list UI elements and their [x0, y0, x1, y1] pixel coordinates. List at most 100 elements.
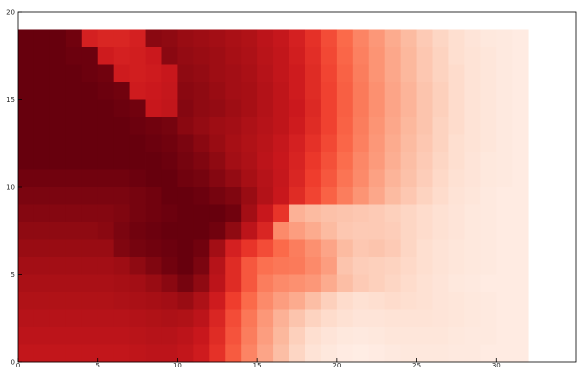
heatmap-cell [49, 274, 67, 293]
heatmap-cell [512, 239, 529, 258]
heatmap-cell [400, 117, 417, 135]
heatmap-cell [304, 29, 322, 48]
heatmap-cell [209, 292, 226, 310]
heatmap-cell [97, 344, 115, 363]
heatmap-cell [289, 292, 306, 310]
heatmap-cell [416, 169, 433, 188]
heatmap-cell [225, 47, 242, 65]
heatmap-cell [480, 344, 497, 363]
heatmap-cell [432, 222, 449, 240]
heatmap-cell [18, 239, 35, 258]
heatmap-cell [81, 292, 99, 310]
heatmap-cell [161, 134, 178, 153]
heatmap-cell [464, 82, 481, 100]
heatmap-cell [113, 257, 130, 275]
heatmap-cell [161, 309, 178, 328]
heatmap-cell [81, 64, 99, 83]
heatmap-cell [177, 309, 194, 328]
heatmap-cell [161, 169, 178, 188]
heatmap-cell [480, 47, 497, 65]
heatmap-cell [193, 344, 210, 363]
heatmap-cell [320, 169, 338, 188]
heatmap-cell [448, 187, 465, 205]
heatmap-cell [49, 29, 67, 48]
heatmap-cell [241, 274, 258, 293]
x-tick-label: 30 [492, 362, 501, 367]
heatmap-cell [368, 29, 386, 48]
heatmap-cell [352, 204, 370, 223]
heatmap-cell [257, 257, 274, 275]
heatmap-cell [448, 64, 465, 83]
x-tick-label: 25 [412, 362, 421, 367]
heatmap-cell [512, 257, 529, 275]
heatmap-cell [336, 222, 354, 240]
heatmap-cell [257, 309, 274, 328]
heatmap-cell [257, 169, 274, 188]
heatmap-cell [81, 29, 99, 48]
heatmap-cell [161, 187, 178, 205]
heatmap-cell [49, 239, 67, 258]
heatmap-cell [225, 327, 242, 345]
heatmap-cell [241, 239, 258, 258]
heatmap-cell [512, 99, 529, 118]
heatmap-cell [464, 99, 481, 118]
heatmap-cell [352, 327, 370, 345]
heatmap-cell [49, 152, 67, 170]
heatmap-cell [480, 117, 497, 135]
heatmap-cell [33, 99, 51, 118]
heatmap-cell [432, 82, 449, 100]
heatmap-cell [97, 292, 115, 310]
heatmap-cell [496, 222, 513, 240]
heatmap-cell [65, 64, 83, 83]
heatmap-cell [241, 222, 258, 240]
heatmap-cell [113, 204, 130, 223]
heatmap-cell [145, 29, 162, 48]
heatmap-cell [289, 204, 306, 223]
heatmap-cell [384, 309, 402, 328]
heatmap-cell [496, 117, 513, 135]
heatmap-cell [384, 64, 402, 83]
heatmap-cell [193, 327, 210, 345]
heatmap-cell [193, 222, 210, 240]
heatmap-cell [448, 292, 465, 310]
heatmap-cell [193, 257, 210, 275]
heatmap-cell [49, 47, 67, 65]
heatmap-cell [320, 187, 338, 205]
heatmap-cell [129, 47, 146, 65]
heatmap-cell [352, 82, 370, 100]
heatmap-cell [448, 257, 465, 275]
heatmap-cell [496, 152, 513, 170]
y-tick-label: 0 [11, 359, 15, 367]
heatmap-cell [336, 204, 354, 223]
heatmap-cell [368, 117, 386, 135]
heatmap-cell [33, 239, 51, 258]
heatmap-cell [336, 187, 354, 205]
heatmap-cell [368, 239, 386, 258]
heatmap-cell [368, 257, 386, 275]
heatmap-cell [257, 47, 274, 65]
heatmap-cell [432, 187, 449, 205]
heatmap-cell [432, 134, 449, 153]
heatmap-cell [352, 64, 370, 83]
heatmap-cell [496, 99, 513, 118]
heatmap-cell [480, 204, 497, 223]
heatmap-cell [496, 187, 513, 205]
heatmap-cell [177, 257, 194, 275]
heatmap-cell [368, 64, 386, 83]
heatmap-cell [49, 134, 67, 153]
heatmap-cell [161, 239, 178, 258]
heatmap-cell [448, 239, 465, 258]
heatmap-cell [177, 187, 194, 205]
heatmap-cell [241, 292, 258, 310]
heatmap-cell [209, 239, 226, 258]
heatmap-cell [129, 274, 146, 293]
heatmap-cell [97, 134, 115, 153]
heatmap-cell [225, 222, 242, 240]
heatmap-cell [496, 292, 513, 310]
heatmap-cell [145, 204, 162, 223]
heatmap-cell [432, 257, 449, 275]
heatmap-cell [464, 64, 481, 83]
heatmap-cell [193, 204, 210, 223]
heatmap-cell [448, 169, 465, 188]
heatmap-cell [304, 187, 322, 205]
